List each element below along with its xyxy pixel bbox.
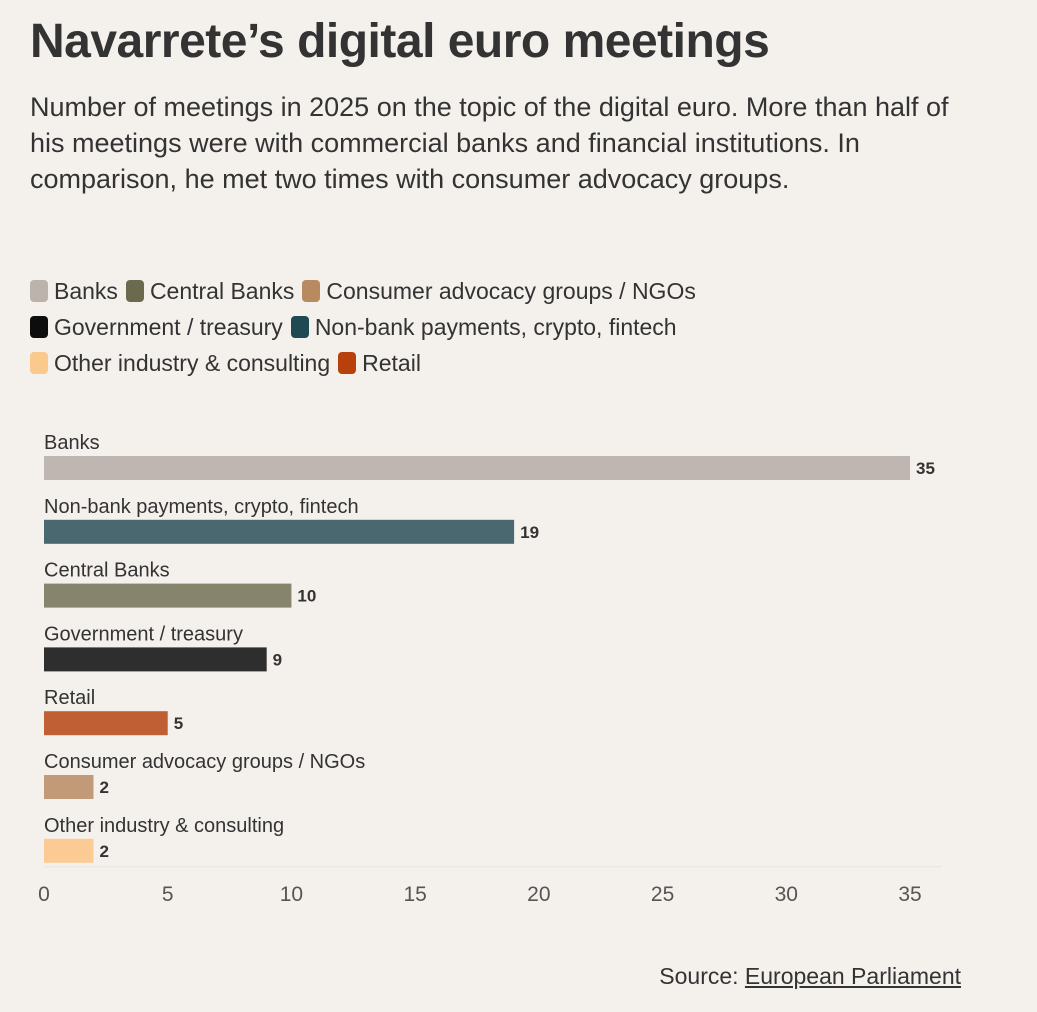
legend-item: Government / treasury	[30, 315, 283, 339]
legend: Banks Central Banks Consumer advocacy grou…	[30, 279, 990, 375]
bar	[44, 519, 515, 544]
legend-item: Consumer advocacy groups / NGOs	[302, 278, 696, 304]
bar-value-label: 2	[99, 778, 108, 797]
x-tick-label: 15	[403, 883, 426, 906]
legend-label: Non-bank payments, crypto, fintech	[314, 314, 677, 340]
bar-value-label: 9	[273, 650, 282, 669]
legend-label: Central Banks	[149, 278, 295, 304]
legend-label: Retail	[362, 350, 421, 376]
bar	[44, 647, 267, 672]
chart-title: Navarrete’s digital euro meetings	[30, 15, 770, 68]
legend-swatch	[338, 352, 357, 374]
x-tick-label: 35	[898, 883, 921, 906]
bar	[44, 456, 910, 480]
bar	[44, 711, 168, 736]
bar	[44, 583, 292, 608]
bar-category-label: Non-bank payments, crypto, fintech	[44, 496, 359, 518]
legend-swatch	[125, 280, 144, 302]
bar-category-label: Consumer advocacy groups / NGOs	[44, 751, 365, 773]
legend-item: Central Banks	[125, 278, 295, 304]
legend-label: Banks	[54, 278, 118, 304]
legend-swatch	[30, 352, 48, 374]
legend-label: Other industry & consulting	[54, 350, 331, 376]
x-tick-label: 30	[775, 883, 798, 906]
legend-swatch	[30, 280, 48, 302]
legend-item: Banks	[30, 279, 118, 303]
legend-swatch	[302, 280, 321, 302]
bar	[44, 775, 94, 799]
legend-item: Non-bank payments, crypto, fintech	[290, 314, 677, 340]
bar-category-label: Other industry & consulting	[44, 815, 284, 837]
bar-value-label: 5	[174, 714, 183, 733]
bar-value-label: 35	[916, 459, 935, 478]
bar-category-label: Retail	[44, 687, 95, 709]
bar-value-label: 19	[520, 523, 539, 542]
x-tick-label: 5	[162, 883, 174, 906]
source-note: Source: European Parliament	[659, 963, 961, 990]
bar	[44, 838, 94, 863]
legend-label: Consumer advocacy groups / NGOs	[326, 278, 696, 304]
legend-label: Government / treasury	[54, 314, 283, 340]
chart-subtitle: Number of meetings in 2025 on the topic …	[30, 92, 949, 194]
legend-swatch	[290, 316, 309, 338]
legend-swatch	[30, 316, 48, 338]
x-tick-label: 25	[651, 883, 674, 906]
bar-category-label: Government / treasury	[44, 623, 243, 645]
x-tick-label: 10	[280, 883, 303, 906]
source-prefix: Source:	[659, 963, 745, 989]
legend-item: Other industry & consulting	[30, 351, 330, 375]
bar-category-label: Banks	[44, 432, 100, 454]
x-tick-label: 0	[38, 883, 50, 906]
bar-chart: Banks 35 Non-bank payments, crypto, fintec…	[38, 432, 942, 906]
source-link[interactable]: European Parliament	[744, 963, 961, 989]
x-tick-label: 20	[527, 883, 550, 906]
bar-category-label: Central Banks	[44, 560, 170, 582]
bar-value-label: 2	[99, 842, 108, 861]
bar-value-label: 10	[297, 587, 316, 606]
legend-item: Retail	[338, 351, 421, 375]
